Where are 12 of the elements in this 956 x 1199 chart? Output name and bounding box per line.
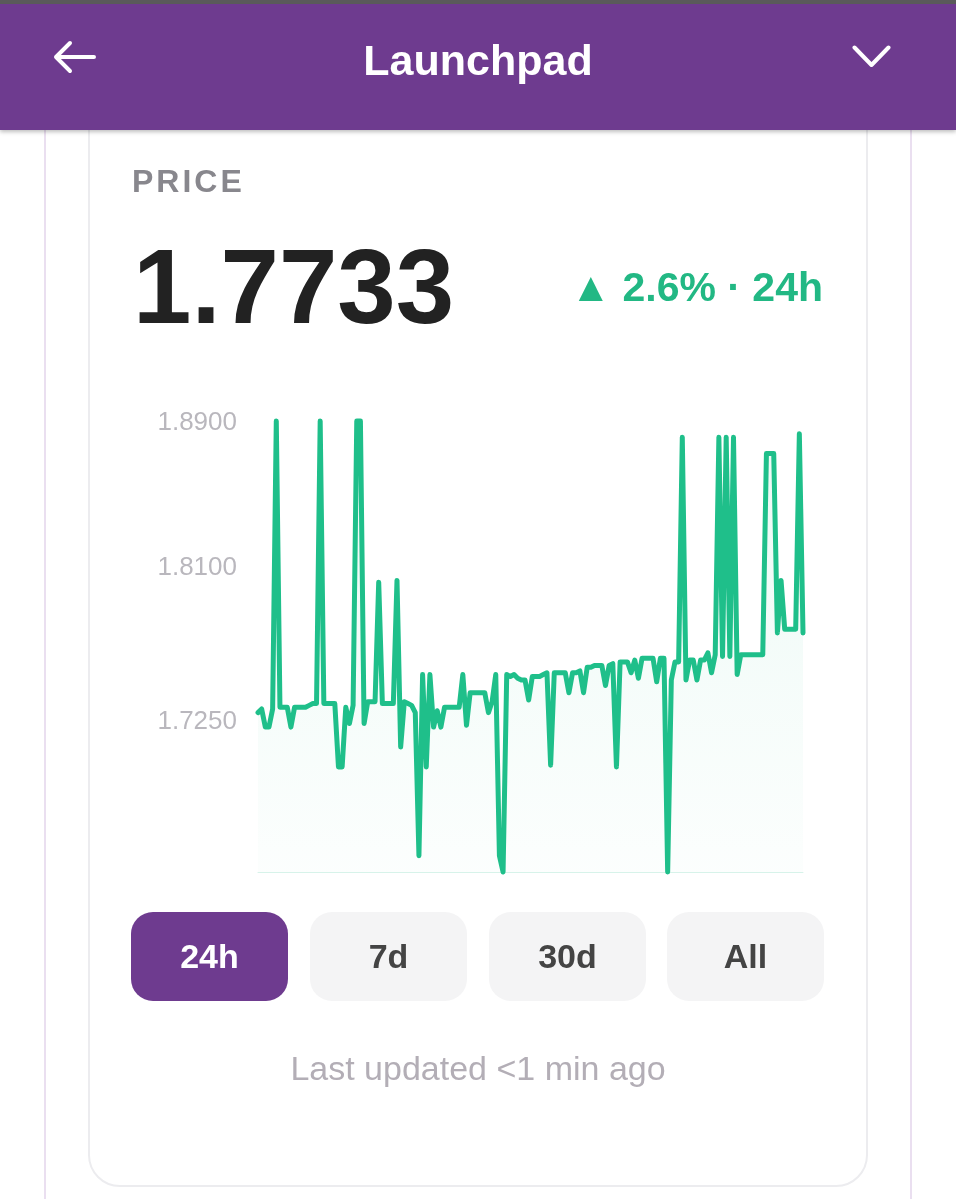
text: 30d <box>489 912 646 1001</box>
text: 7d <box>310 912 467 1001</box>
y-tick-label: 1.8100 <box>157 550 237 581</box>
text: All <box>667 912 824 1001</box>
text: 24h <box>131 912 288 1001</box>
chart-subtitle: PRICE <box>132 163 245 199</box>
y-tick-label: 1.7250 <box>157 704 237 735</box>
text: ▲ 2.6% · 24h <box>570 264 823 310</box>
y-tick-label: 1.8900 <box>157 406 237 436</box>
text: Last updated <1 min ago <box>289 1049 667 1087</box>
text: 1.7733 <box>133 228 455 345</box>
chart-title: Launchpad <box>363 36 593 84</box>
